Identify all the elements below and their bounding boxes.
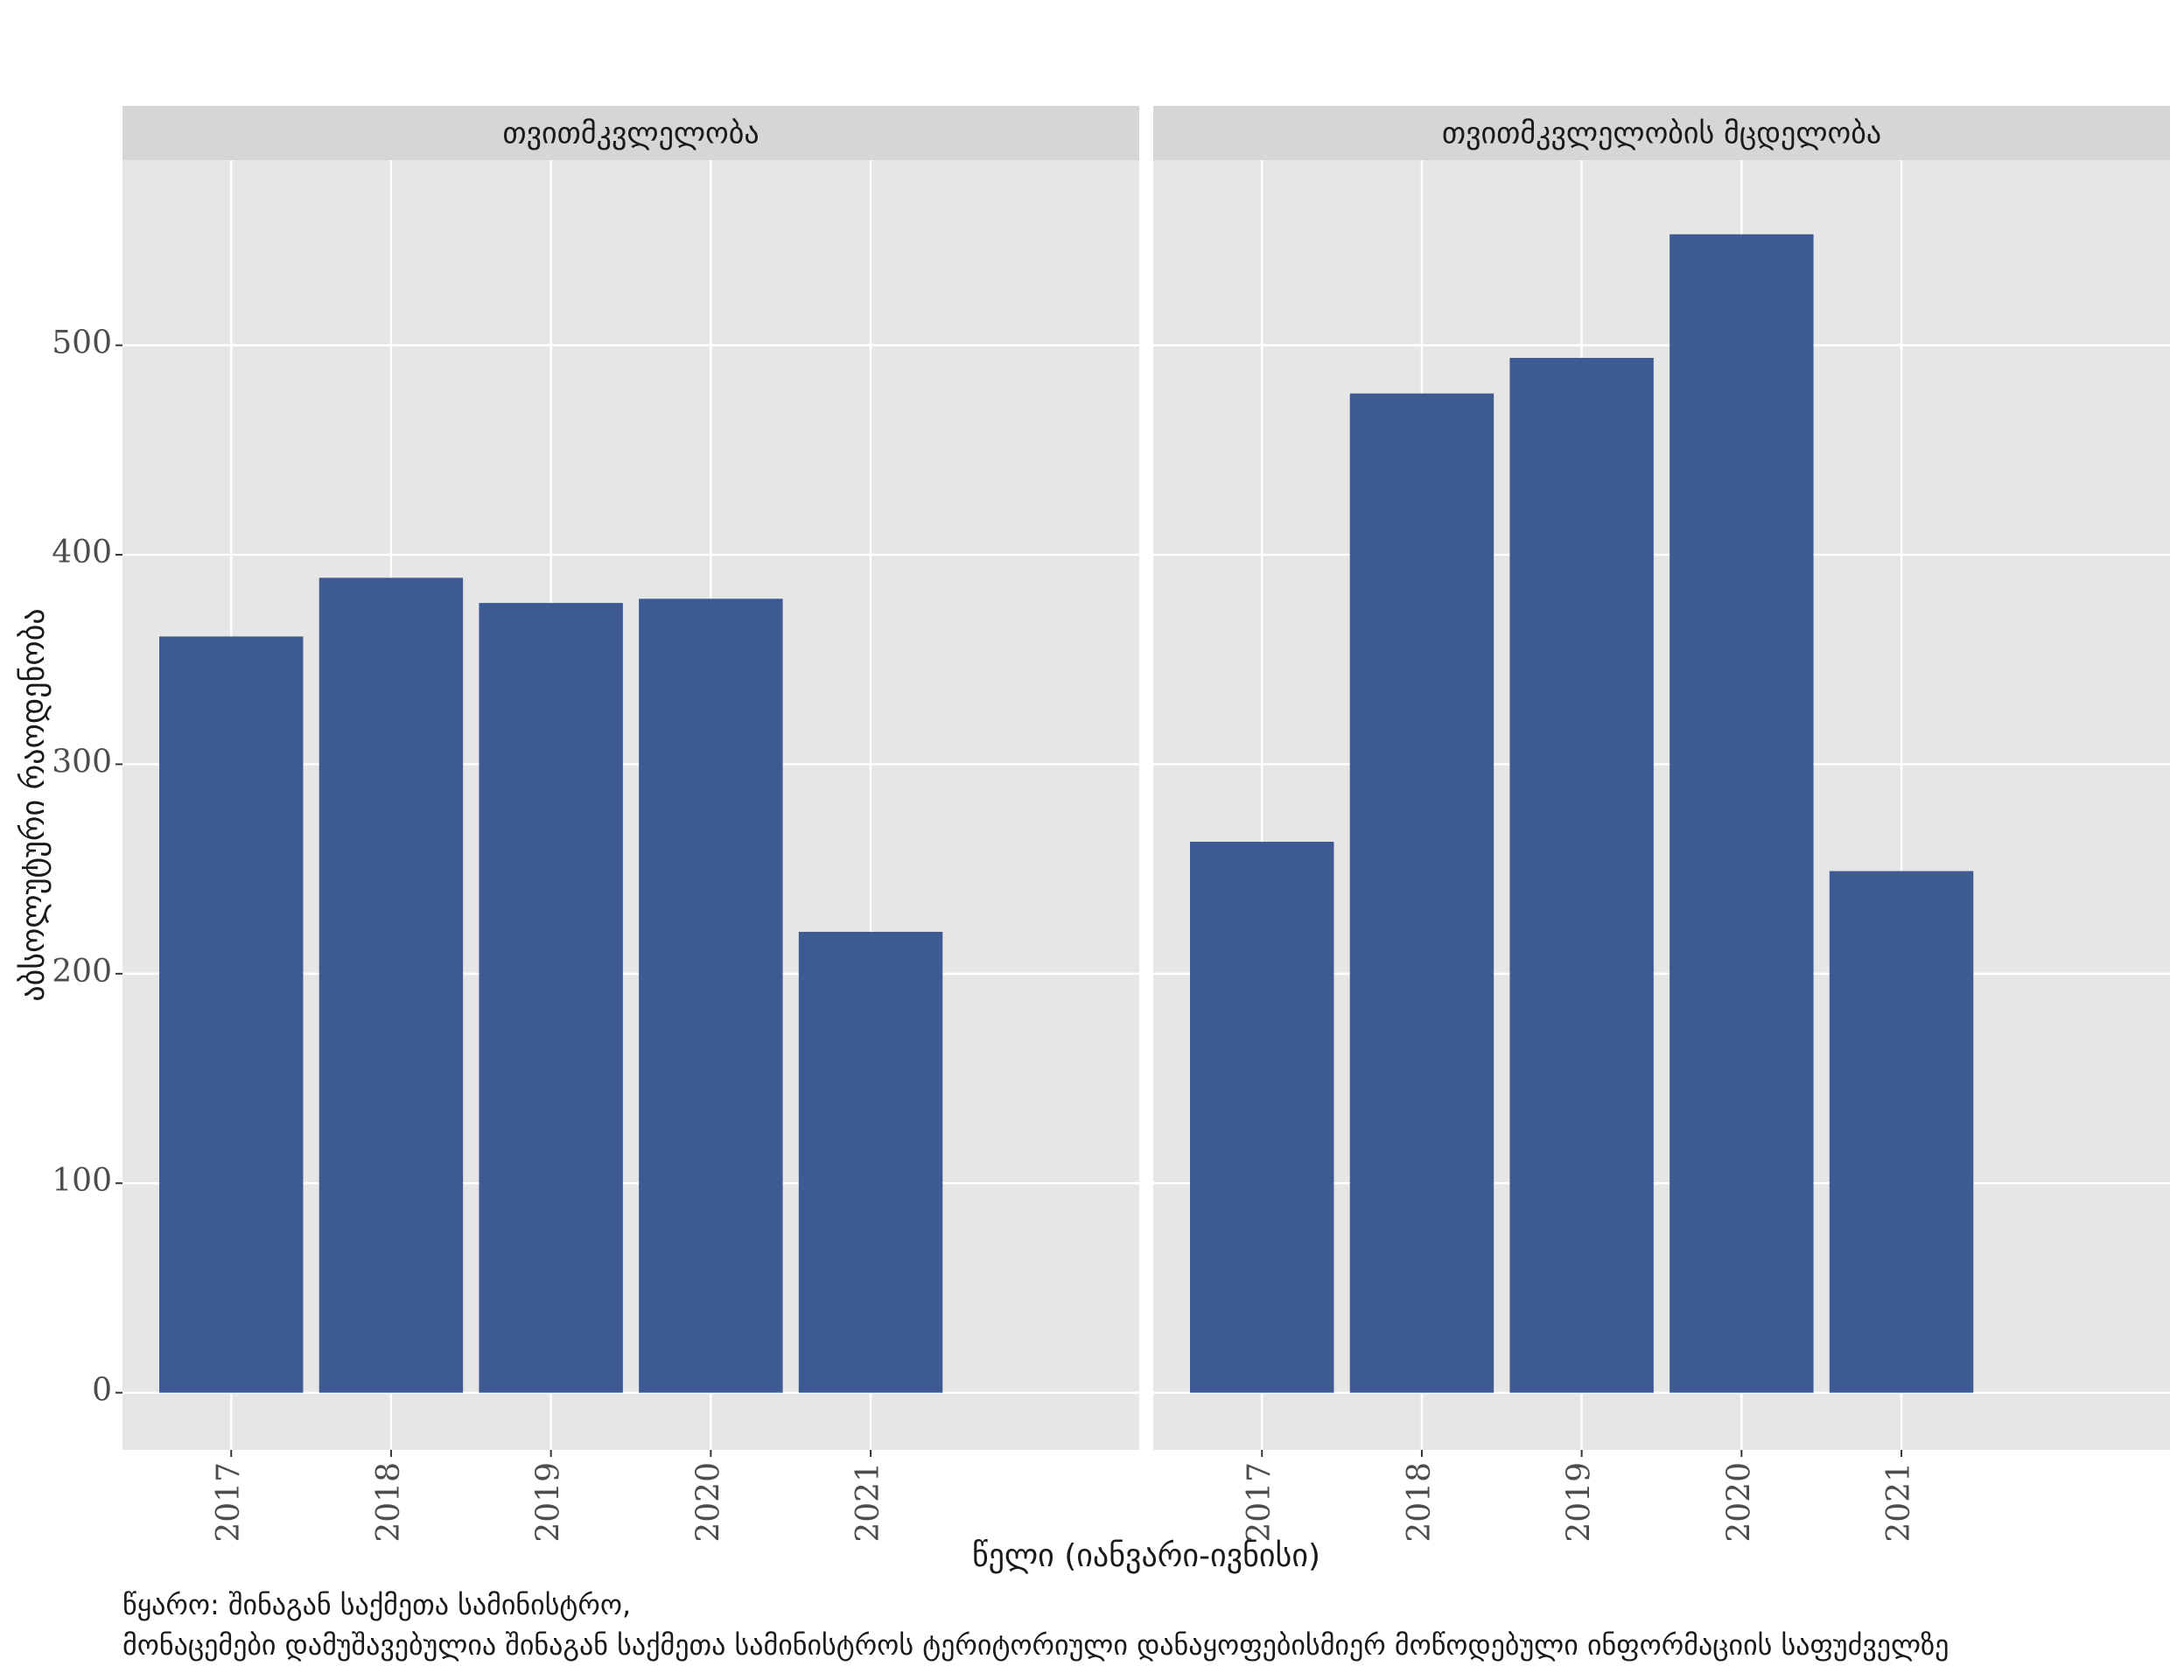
x-axis-title: წელი (იანვარი-ივნისი) [972,1538,1320,1574]
y-tick-label: 400 [52,535,112,570]
y-tick-label: 0 [92,1373,112,1409]
x-tick-label: 2017 [1242,1462,1278,1543]
strip [1153,106,2170,160]
y-axis-title: აბსოლუტური რაოდენობა [16,608,52,1001]
bar [159,636,304,1393]
x-tick-label: 2018 [371,1462,407,1543]
caption-line: წყარო: შინაგან საქმეთა სამინისტრო, [122,1588,631,1621]
y-tick-label: 300 [52,744,112,780]
y-tick-label: 500 [52,326,112,361]
x-tick-label: 2017 [211,1462,247,1543]
caption-line: მონაცემები დამუშავებულია შინაგან საქმეთა… [122,1628,1949,1662]
y-tick-label: 100 [52,1163,112,1199]
bar [1349,393,1494,1393]
x-tick-label: 2020 [690,1462,726,1543]
x-tick-label: 2021 [850,1462,886,1543]
strip-label: თვითმკვლელობის მცდელობა [1442,116,1881,151]
bar [1190,842,1334,1393]
strip-label: თვითმკვლელობა [502,116,759,151]
x-tick-label: 2019 [531,1462,567,1543]
y-tick-label: 200 [52,954,112,990]
bar [1670,234,1814,1393]
x-tick-label: 2020 [1721,1462,1757,1543]
x-tick-label: 2018 [1402,1462,1438,1543]
bar [1509,357,1654,1393]
bar [1829,871,1974,1393]
bar [479,603,623,1393]
bar [639,598,783,1393]
strip [122,106,1139,160]
x-tick-label: 2019 [1562,1462,1598,1543]
x-tick-label: 2021 [1881,1462,1917,1543]
bar [798,931,943,1393]
bar [318,578,464,1393]
